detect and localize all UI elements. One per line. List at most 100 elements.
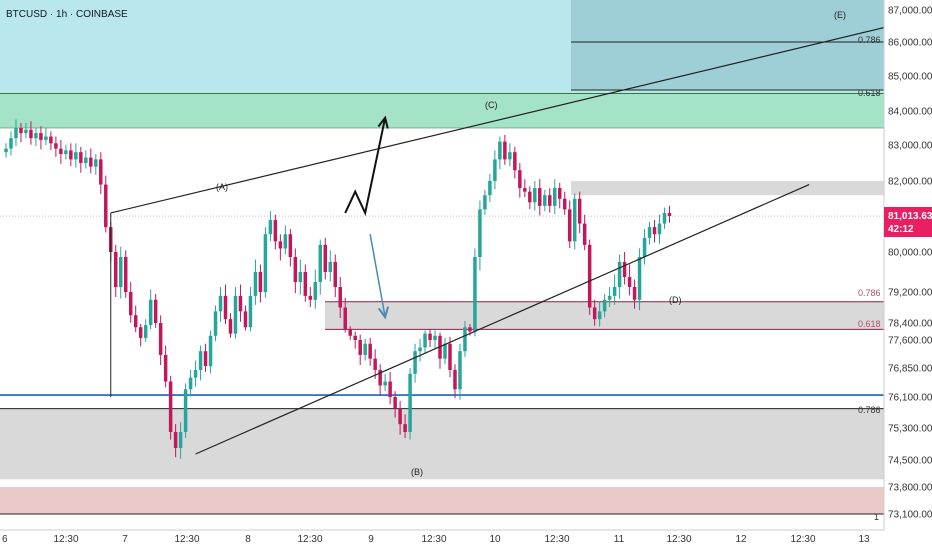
candle-body	[298, 272, 303, 282]
fib-label-upper-0786: 0.786	[858, 35, 881, 45]
y-tick-label: 82,000.00	[888, 177, 932, 188]
candle-body	[423, 333, 427, 348]
candle-body	[443, 343, 447, 359]
candle-body	[173, 432, 178, 448]
time-axis-bg	[0, 530, 932, 550]
candle-body	[577, 198, 582, 224]
candle-body	[528, 191, 532, 203]
top-target-box	[571, 0, 884, 90]
candle-body	[79, 152, 83, 163]
x-tick-label: 12:30	[544, 534, 569, 545]
candle-body	[498, 141, 502, 160]
symbol-label: BTCUSD	[6, 9, 47, 20]
candle-body	[587, 244, 592, 308]
candle-body	[318, 244, 323, 282]
candle-body	[74, 152, 78, 160]
bearish-path-arrow	[369, 234, 386, 318]
candle-body	[662, 212, 667, 224]
upper-trendline	[110, 22, 905, 214]
candle-body	[667, 212, 672, 217]
candle-body	[198, 351, 203, 370]
candle-body	[433, 335, 437, 340]
candle-body	[128, 292, 133, 316]
candle-body	[278, 241, 283, 249]
x-tick-label: 12	[735, 534, 747, 545]
candle-body	[84, 157, 88, 163]
candle-body	[258, 272, 263, 292]
candle-body	[104, 184, 108, 228]
candle-body	[582, 223, 587, 245]
candle-body	[243, 311, 248, 328]
y-tick-label: 79,200.00	[888, 288, 932, 299]
candle-body	[448, 343, 452, 370]
candle-body	[567, 209, 572, 242]
candle-body	[627, 277, 632, 287]
candle-body	[343, 307, 347, 330]
y-tick-label: 73,100.00	[888, 510, 932, 521]
candle-body	[44, 136, 48, 140]
candle-body	[473, 257, 477, 332]
candle-body	[378, 369, 382, 386]
candle-body	[612, 287, 617, 296]
candle-body	[203, 351, 208, 367]
candle-body	[488, 181, 492, 196]
x-tick-label: 6	[2, 534, 8, 545]
candle-body	[19, 128, 23, 134]
fib-label-bottom-1: 1	[874, 512, 879, 522]
candle-body	[398, 408, 402, 425]
header-separator-2: ·	[67, 9, 76, 20]
x-tick-label: 11	[614, 534, 625, 545]
candle-body	[557, 188, 562, 199]
candle-body	[228, 319, 233, 334]
current-price-value: 81,013.63	[888, 211, 932, 222]
candle-body	[188, 377, 193, 390]
candle-body	[94, 159, 98, 167]
x-tick-label: 12:30	[421, 534, 446, 545]
candle-body	[562, 198, 567, 210]
fib-label-mid-0618: 0.618	[858, 319, 881, 329]
header-separator: ·	[47, 9, 56, 20]
wave-label-b: (B)	[411, 467, 423, 477]
candle-body	[333, 262, 337, 287]
wave-label-a: (A)	[216, 182, 228, 192]
candle-body	[403, 424, 407, 432]
candle-body	[233, 295, 238, 334]
y-tick-label: 77,600.00	[888, 336, 932, 347]
bullish-path-arrow	[344, 117, 387, 217]
candle-body	[153, 299, 158, 323]
candle-body	[263, 234, 268, 292]
candle-body	[178, 432, 183, 448]
candle-body	[597, 311, 602, 320]
candle-body	[253, 272, 258, 296]
y-tick-label: 84,000.00	[888, 107, 932, 118]
x-tick-label: 12:30	[297, 534, 322, 545]
price-axis[interactable]: 87,000.00 86,000.00 85,000.00 84,000.00 83,0…	[883, 0, 932, 550]
candle-body	[428, 333, 432, 340]
y-tick-label: 74,500.00	[888, 456, 932, 467]
candle-body	[637, 257, 642, 300]
current-price-badge: 81,013.63 42:12	[884, 207, 932, 237]
candle-body	[183, 389, 188, 432]
y-tick-label: 73,800.00	[888, 483, 932, 494]
lower-trendline	[195, 184, 810, 455]
candle-body	[652, 227, 657, 235]
candle-body	[118, 257, 123, 287]
candles-layer	[4, 119, 672, 459]
candle-body	[353, 335, 357, 340]
candle-body	[602, 299, 607, 312]
candle-body	[393, 397, 397, 409]
candle-body	[148, 299, 153, 326]
candle-body	[163, 354, 168, 382]
candle-body	[218, 295, 223, 312]
supply-zone	[571, 181, 884, 196]
candle-body	[143, 325, 148, 338]
candle-body	[632, 287, 637, 300]
down-arrowhead	[377, 306, 390, 320]
countdown-timer: 42:12	[888, 224, 914, 235]
candle-body	[293, 257, 298, 282]
candle-body	[133, 315, 138, 328]
candle-body	[238, 295, 243, 312]
candle-body	[533, 188, 537, 203]
time-axis[interactable]: 6 12:30 7 12:30 8 12:30 9 12:30 10 12:30 11 12:30 12…	[0, 529, 932, 550]
